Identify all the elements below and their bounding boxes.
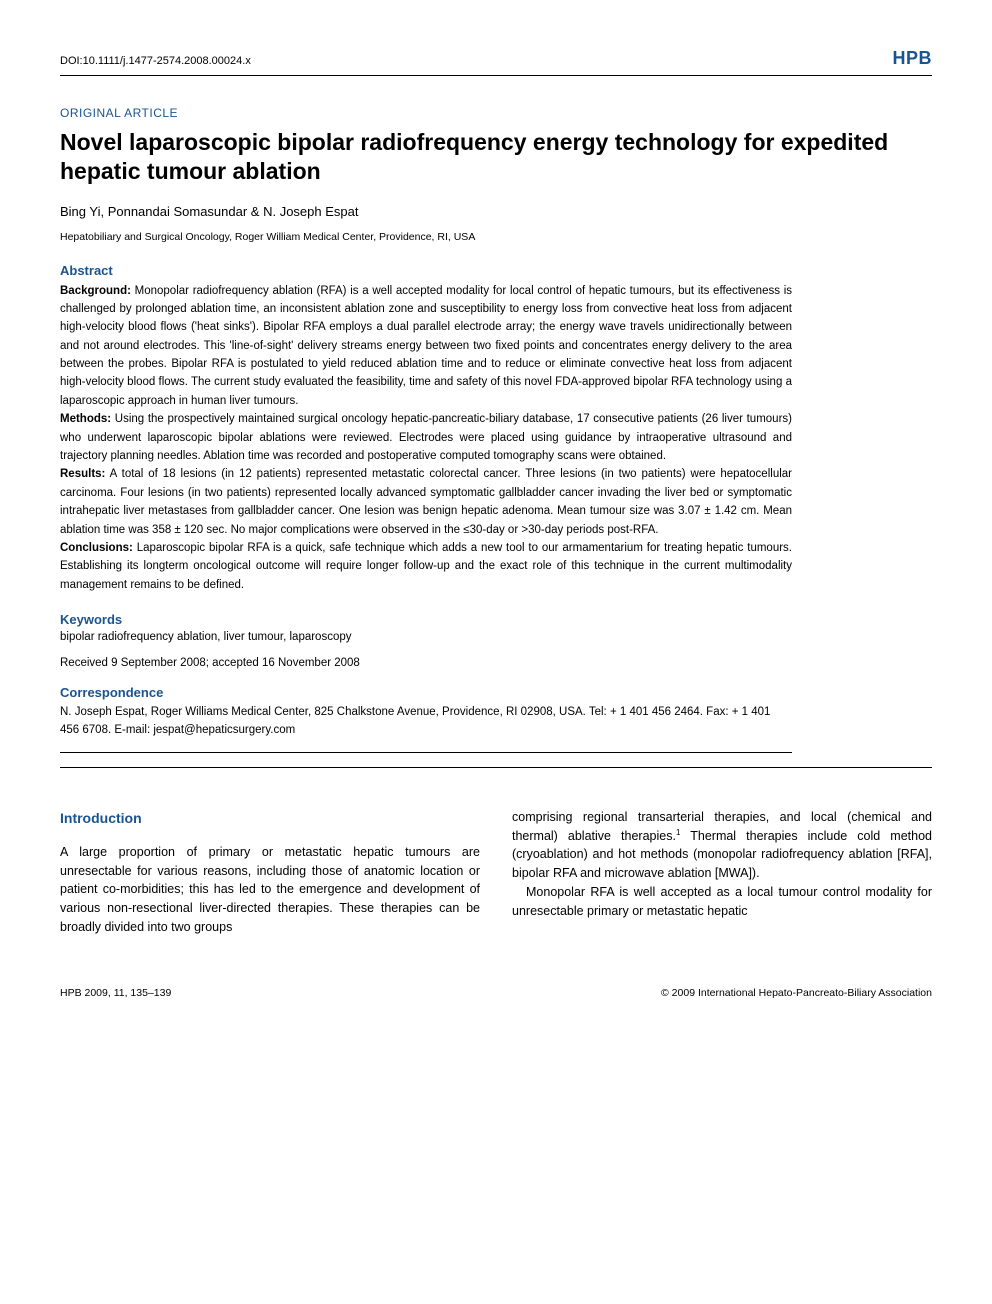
correspondence-text: N. Joseph Espat, Roger Williams Medical …: [60, 704, 792, 740]
authors: Bing Yi, Ponnandai Somasundar & N. Josep…: [60, 204, 932, 219]
background-body: Monopolar radiofrequency ablation (RFA) …: [60, 285, 792, 407]
abstract-block: Abstract Background: Monopolar radiofreq…: [60, 263, 932, 595]
keywords-label: Keywords: [60, 612, 792, 627]
background-head: Background:: [60, 285, 131, 297]
abstract-text: Background: Monopolar radiofrequency abl…: [60, 282, 792, 595]
affiliation: Hepatobiliary and Surgical Oncology, Rog…: [60, 231, 932, 243]
intro-paragraph-1: A large proportion of primary or metasta…: [60, 843, 480, 937]
article-type: ORIGINAL ARTICLE: [60, 106, 932, 120]
correspondence-block: Correspondence N. Joseph Espat, Roger Wi…: [60, 685, 932, 740]
divider-upper: [60, 752, 792, 753]
body-columns: Introduction A large proportion of prima…: [60, 808, 932, 937]
methods-body: Using the prospectively maintained surgi…: [60, 413, 792, 462]
intro-paragraph-1-cont: comprising regional transarterial therap…: [512, 808, 932, 883]
footer-left: HPB 2009, 11, 135–139: [60, 987, 171, 999]
column-right: comprising regional transarterial therap…: [512, 808, 932, 937]
intro-paragraph-2: Monopolar RFA is well accepted as a loca…: [512, 883, 932, 921]
footer-right: © 2009 International Hepato-Pancreato-Bi…: [661, 987, 932, 999]
footer-row: HPB 2009, 11, 135–139 © 2009 Internation…: [60, 987, 932, 999]
keywords-text: bipolar radiofrequency ablation, liver t…: [60, 631, 792, 643]
article-title: Novel laparoscopic bipolar radiofrequenc…: [60, 128, 932, 186]
conclusions-head: Conclusions:: [60, 542, 133, 554]
journal-logo: HPB: [892, 48, 932, 69]
divider-lower: [60, 767, 932, 768]
dates-text: Received 9 September 2008; accepted 16 N…: [60, 657, 932, 669]
conclusions-body: Laparoscopic bipolar RFA is a quick, saf…: [60, 542, 792, 591]
doi-text: DOI:10.1111/j.1477-2574.2008.00024.x: [60, 55, 251, 67]
page: DOI:10.1111/j.1477-2574.2008.00024.x HPB…: [0, 0, 992, 1029]
introduction-heading: Introduction: [60, 808, 480, 829]
header-row: DOI:10.1111/j.1477-2574.2008.00024.x HPB: [60, 48, 932, 76]
correspondence-label: Correspondence: [60, 685, 792, 700]
methods-head: Methods:: [60, 413, 111, 425]
results-body: A total of 18 lesions (in 12 patients) r…: [60, 468, 792, 535]
keywords-block: Keywords bipolar radiofrequency ablation…: [60, 612, 932, 643]
column-left: Introduction A large proportion of prima…: [60, 808, 480, 937]
abstract-label: Abstract: [60, 263, 792, 278]
results-head: Results:: [60, 468, 105, 480]
